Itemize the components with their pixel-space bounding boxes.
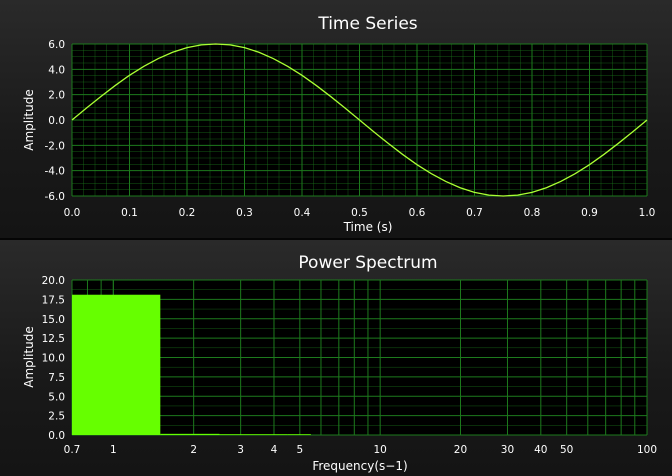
y-tick-label: 15.0 (42, 314, 65, 326)
x-tick-label: 0.7 (466, 207, 483, 219)
x-tick-label: 100 (637, 444, 657, 456)
y-tick-label: 5.0 (48, 391, 65, 403)
y-tick-label: 7.5 (48, 372, 65, 384)
y-tick-label: 0.0 (48, 430, 65, 442)
y-tick-label: 20.0 (42, 275, 65, 287)
x-tick-label: 0.2 (179, 207, 196, 219)
y-tick-label: -6.0 (45, 191, 66, 203)
y-tick-label: 17.5 (42, 294, 65, 306)
power-spectrum-y-label: Amplitude (22, 326, 36, 388)
y-tick-label: 0.0 (48, 115, 65, 127)
time-series-x-label: Time (s) (343, 220, 393, 234)
x-tick-label: 0.4 (294, 207, 311, 219)
spectrum-bar (160, 433, 220, 435)
y-tick-label: 12.5 (42, 333, 65, 345)
time-series-line-group (71, 43, 648, 197)
time-series-chart: Time Series 0.0 0.1 0.2 0.3 0.4 0.5 0.6 0.7 0.8 0… (22, 14, 656, 234)
power-spectrum-panel: Power Spectrum 0.7 1 2 3 4 5 10 20 30 40 50 100 20.… (0, 240, 672, 476)
time-series-grid (71, 43, 648, 197)
spectrum-bar (287, 434, 311, 435)
power-spectrum-bars (72, 294, 311, 435)
x-tick-label: 0.3 (236, 207, 253, 219)
x-tick-label: 5 (296, 444, 303, 456)
time-series-line (71, 43, 648, 197)
time-series-x-ticks: 0.0 0.1 0.2 0.3 0.4 0.5 0.6 0.7 0.8 0.9 1.0 (64, 207, 656, 219)
x-tick-label: 0.9 (581, 207, 598, 219)
x-tick-label: 50 (560, 444, 573, 456)
power-spectrum-y-ticks: 20.0 17.5 15.0 12.5 10.0 7.5 5.0 2.5 0.0 (42, 275, 65, 442)
spectrum-bar (219, 434, 259, 435)
y-tick-label: -4.0 (45, 166, 66, 178)
power-spectrum-x-ticks: 0.7 1 2 3 4 5 10 20 30 40 50 100 (64, 444, 657, 456)
x-tick-label: 3 (237, 444, 244, 456)
y-tick-label: 4.0 (48, 64, 65, 76)
x-tick-label: 0.0 (64, 207, 81, 219)
y-tick-label: 6.0 (48, 39, 65, 51)
x-tick-label: 0.7 (64, 444, 81, 456)
y-tick-label: -2.0 (45, 140, 66, 152)
panel-divider (0, 238, 672, 240)
x-tick-label: 0.5 (351, 207, 368, 219)
x-tick-label: 10 (373, 444, 386, 456)
power-spectrum-chart: Power Spectrum 0.7 1 2 3 4 5 10 20 30 40 50 100 20.… (22, 253, 657, 473)
time-series-y-ticks: 6.0 4.0 2.0 0.0 -2.0 -4.0 -6.0 (45, 39, 66, 203)
power-spectrum-title: Power Spectrum (298, 253, 437, 273)
time-series-y-label: Amplitude (22, 89, 36, 151)
spectrum-bar (258, 434, 288, 435)
y-tick-label: 10.0 (42, 353, 65, 365)
x-tick-label: 30 (501, 444, 514, 456)
x-tick-label: 1.0 (639, 207, 656, 219)
x-tick-label: 1 (110, 444, 117, 456)
power-spectrum-x-label: Frequency(s−1) (312, 459, 407, 473)
x-tick-label: 4 (271, 444, 278, 456)
x-tick-label: 0.6 (409, 207, 426, 219)
x-tick-label: 0.1 (121, 207, 138, 219)
spectrum-bar (72, 294, 161, 435)
time-series-title: Time Series (317, 14, 417, 34)
x-tick-label: 20 (454, 444, 467, 456)
y-tick-label: 2.0 (48, 90, 65, 102)
time-series-panel: Time Series 0.0 0.1 0.2 0.3 0.4 0.5 0.6 0.7 0.8 0… (0, 0, 672, 238)
x-tick-label: 0.8 (524, 207, 541, 219)
x-tick-label: 40 (534, 444, 547, 456)
y-tick-label: 2.5 (48, 411, 65, 423)
x-tick-label: 2 (190, 444, 197, 456)
